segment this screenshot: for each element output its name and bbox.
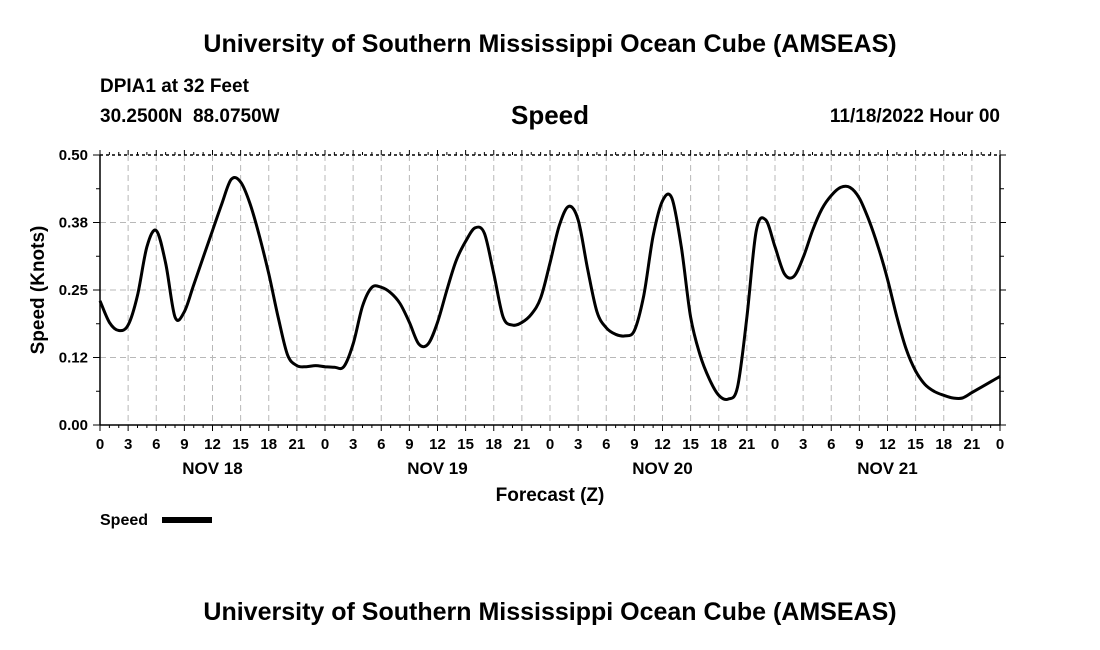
x-tick-label: 12 <box>429 436 446 453</box>
legend-label: Speed <box>100 512 148 529</box>
x-tick-label: 0 <box>771 436 779 453</box>
x-tick-label: 0 <box>996 436 1004 453</box>
x-tick-label: 0 <box>321 436 329 453</box>
x-tick-label: 12 <box>879 436 896 453</box>
axis-labels: Forecast (Z) Speed (Knots) 0 3 6 9 12 15 18 21 0… <box>28 147 1004 506</box>
longitude: 88.0750W <box>192 106 280 127</box>
day-label: NOV 19 <box>407 459 467 478</box>
axes <box>93 150 1006 431</box>
x-tick-label: 18 <box>485 436 502 453</box>
x-tick-label: 6 <box>827 436 835 453</box>
coordinates: 30.2500N 88.0750W <box>100 106 280 128</box>
y-tick-label: 0.50 <box>59 147 88 164</box>
legend-swatch <box>162 517 212 523</box>
x-tick-label: 6 <box>377 436 385 453</box>
x-tick-label: 12 <box>654 436 671 453</box>
x-tick-label: 9 <box>855 436 863 453</box>
x-tick-label: 3 <box>799 436 807 453</box>
x-tick-label: 12 <box>204 436 221 453</box>
x-tick-label: 15 <box>907 436 924 453</box>
x-tick-label: 21 <box>739 436 756 453</box>
x-tick-label: 9 <box>405 436 413 453</box>
x-tick-label: 18 <box>935 436 952 453</box>
y-tick-label: 0.00 <box>59 417 88 434</box>
x-tick-label: 18 <box>260 436 277 453</box>
x-tick-label: 9 <box>630 436 638 453</box>
y-axis-title: Speed (Knots) <box>28 226 49 355</box>
station-label: DPIA1 at 32 Feet <box>100 76 249 97</box>
latitude: 30.2500N <box>100 106 183 127</box>
x-tick-label: 6 <box>602 436 610 453</box>
forecast-date: 11/18/2022 Hour 00 <box>829 106 1000 127</box>
x-tick-label: 3 <box>574 436 582 453</box>
speed-series-line <box>98 176 1001 402</box>
series <box>98 176 1001 402</box>
x-tick-label: 3 <box>349 436 357 453</box>
x-tick-label: 15 <box>232 436 249 453</box>
x-tick-label: 15 <box>682 436 699 453</box>
x-tick-label: 21 <box>514 436 531 453</box>
day-label: NOV 20 <box>632 459 692 478</box>
x-tick-label: 21 <box>964 436 981 453</box>
y-tick-label: 0.12 <box>59 350 88 367</box>
footer-title: University of Southern Mississippi Ocean… <box>203 598 897 626</box>
y-tick-label: 0.25 <box>59 282 88 299</box>
grid <box>100 155 1000 425</box>
day-label: NOV 21 <box>857 459 917 478</box>
x-tick-label: 0 <box>546 436 554 453</box>
day-label: NOV 18 <box>182 459 242 478</box>
chart-title: Speed <box>510 100 590 130</box>
y-tick-label: 0.38 <box>59 215 88 232</box>
x-tick-label: 9 <box>180 436 188 453</box>
x-tick-label: 3 <box>124 436 132 453</box>
x-tick-label: 6 <box>152 436 160 453</box>
legend: Speed <box>100 512 212 529</box>
x-tick-label: 21 <box>289 436 306 453</box>
page-title: University of Southern Mississippi Ocean… <box>203 30 897 58</box>
x-axis-title: Forecast (Z) <box>496 485 605 506</box>
x-tick-label: 18 <box>710 436 727 453</box>
x-tick-label: 0 <box>96 436 104 453</box>
x-tick-label: 15 <box>457 436 474 453</box>
